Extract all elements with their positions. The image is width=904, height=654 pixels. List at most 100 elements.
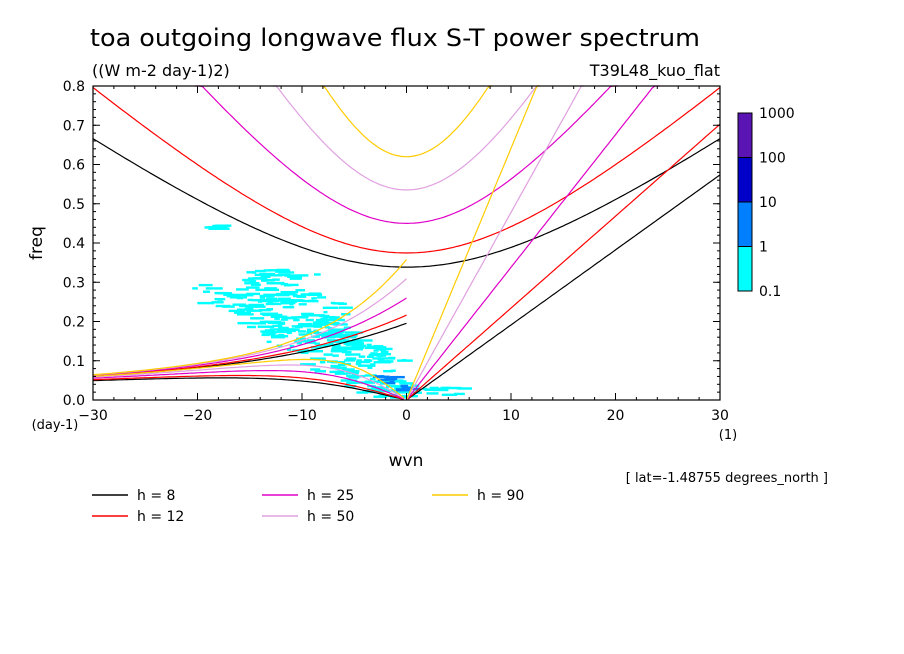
- spectrum-cell: [258, 308, 272, 312]
- spectrum-cell: [340, 379, 358, 382]
- spectrum-cell: [396, 389, 411, 392]
- spectrum-cell: [305, 318, 314, 322]
- y-tick-label: 0.0: [63, 393, 85, 409]
- spectrum-cell: [253, 322, 266, 325]
- spectrum-cell: [350, 331, 364, 334]
- spectrum-cell: [289, 344, 295, 348]
- spectrum-cell: [272, 324, 283, 328]
- spectrum-cell: [440, 386, 451, 390]
- spectrum-cell: [292, 349, 310, 352]
- spectrum-cell: [236, 288, 249, 291]
- colorbar-label: 10: [759, 195, 777, 211]
- spectrum-cell: [284, 283, 299, 287]
- spectrum-cell: [254, 273, 270, 277]
- spectrum-cell: [324, 326, 330, 329]
- spectrum-cell: [280, 300, 289, 303]
- spectrum-cell: [289, 303, 294, 306]
- spectrum-cell: [287, 275, 303, 278]
- chart-title: toa outgoing longwave flux S-T power spe…: [90, 24, 700, 52]
- y-tick-label: 0.2: [63, 315, 85, 331]
- dispersion-curve: [273, 85, 540, 191]
- spectrum-cell: [217, 292, 232, 295]
- x-tick-label: −30: [78, 408, 108, 424]
- colorbar-label: 1: [759, 240, 768, 256]
- y-unit-label: (day-1): [32, 418, 79, 433]
- spectrum-cell: [429, 386, 439, 390]
- dispersion-curve: [92, 138, 721, 268]
- spectrum-cell: [277, 298, 290, 301]
- spectrum-cell: [298, 274, 309, 277]
- spectrum-cell: [335, 344, 341, 347]
- spectrum-cell: [319, 361, 326, 364]
- legend-label: h = 8: [137, 488, 175, 504]
- spectrum-cell: [265, 302, 282, 306]
- spectrum-cell: [330, 366, 347, 369]
- spectrum-cell: [317, 296, 327, 299]
- spectrum-cell: [308, 314, 325, 317]
- dispersion-curve: [406, 85, 660, 401]
- spectrum-cell: [284, 274, 300, 277]
- spectrum-cell: [400, 384, 409, 388]
- colorbar-segment: [738, 202, 752, 247]
- dispersion-curve: [320, 85, 493, 158]
- spectrum-cell: [422, 387, 427, 391]
- spectrum-cell: [367, 366, 373, 369]
- spectrum-cell: [266, 281, 285, 285]
- spectrum-cell: [286, 293, 296, 296]
- x-tick-label: −10: [287, 408, 317, 424]
- spectrum-cell: [366, 343, 372, 347]
- spectrum-cell: [259, 296, 266, 299]
- spectrum-cell: [331, 347, 347, 351]
- spectrum-cell: [236, 296, 244, 300]
- spectrum-cell: [364, 359, 371, 362]
- spectrum-cell: [311, 297, 317, 300]
- spectrum-cell: [313, 357, 326, 361]
- legend-label: h = 50: [307, 509, 354, 525]
- spectrum-cell: [338, 306, 353, 309]
- spectrum-cell: [307, 339, 315, 342]
- spectrum-cell: [306, 328, 312, 331]
- spectrum-cell: [320, 322, 337, 326]
- spectrum-cell: [278, 326, 289, 330]
- spectrum-cell: [301, 312, 313, 316]
- spectrum-cell: [228, 309, 245, 313]
- spectrum-cell: [277, 328, 288, 332]
- spectrum-cell: [298, 330, 306, 333]
- y-tick-label: 0.6: [63, 158, 85, 174]
- spectrum-cell: [389, 375, 405, 379]
- spectrum-cell: [385, 385, 401, 388]
- x-tick-label: −20: [183, 408, 213, 424]
- spectrum-cell: [332, 354, 339, 357]
- spectrum-cell: [383, 381, 396, 385]
- spectrum-cell: [306, 330, 315, 334]
- spectrum-cell: [286, 316, 298, 320]
- spectrum-cell: [370, 352, 378, 355]
- spectrum-cell: [289, 277, 302, 280]
- spectrum-cell: [331, 335, 336, 339]
- spectrum-cell: [322, 315, 336, 319]
- y-tick-label: 0.3: [63, 275, 85, 291]
- spectrum-cell: [364, 380, 379, 383]
- dispersion-curve: [92, 370, 405, 400]
- colorbar: 1000 100 10 1 0.1: [737, 106, 795, 300]
- spectrum-cell: [310, 368, 321, 371]
- spectrum-cell: [331, 340, 345, 343]
- legend-label: h = 25: [307, 488, 354, 504]
- colorbar-label: 0.1: [759, 284, 781, 300]
- spectrum-cell: [379, 348, 387, 351]
- spectrum-cell: [269, 297, 277, 301]
- spectrum-cell: [315, 318, 334, 322]
- spectrum-cell: [237, 308, 249, 311]
- spectrum-cell: [296, 337, 306, 340]
- spectrum-cell: [332, 345, 337, 349]
- spectrum-cell: [270, 313, 283, 317]
- spectrum-cell: [388, 356, 396, 360]
- spectrum-cell: [298, 333, 308, 336]
- spectrum-cell: [252, 277, 268, 280]
- spectrum-cell: [244, 307, 254, 310]
- spectrum-cell: [342, 346, 357, 349]
- spectrum-cell: [367, 355, 374, 359]
- legend-label: h = 12: [137, 509, 184, 525]
- spectrum-cell: [346, 369, 354, 372]
- legend: h = 8 h = 12 h = 25 h = 50 h = 90: [92, 488, 524, 525]
